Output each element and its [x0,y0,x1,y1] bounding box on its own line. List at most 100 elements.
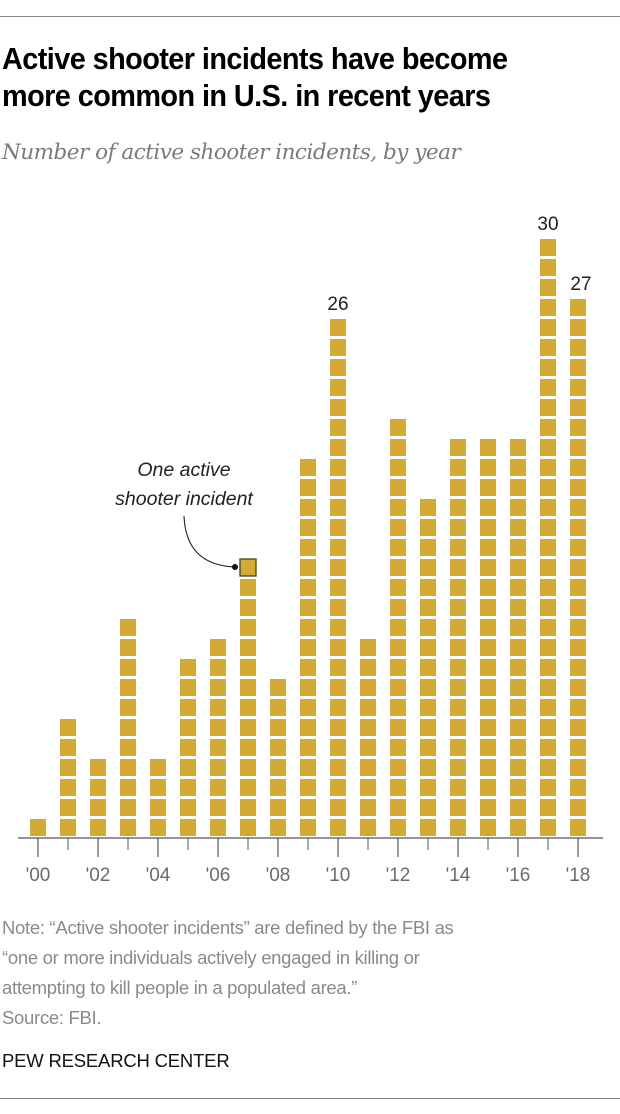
bar-2001 [60,719,76,836]
note-line: Note: “Active shooter incidents” are def… [2,917,454,938]
unit-square [480,819,496,836]
unit-square [570,519,586,536]
unit-square [390,739,406,756]
bar-2010 [330,319,346,836]
unit-square [270,679,286,696]
unit-square [420,659,436,676]
unit-square [510,579,526,596]
unit-square [30,819,46,836]
unit-square [450,559,466,576]
unit-square [480,599,496,616]
unit-square [540,819,556,836]
unit-square [570,479,586,496]
unit-square [330,699,346,716]
unit-square [90,819,106,836]
unit-square [570,459,586,476]
unit-square [360,819,376,836]
unit-square [390,459,406,476]
unit-square [480,439,496,456]
unit-square [90,779,106,796]
unit-square [420,559,436,576]
bar-2007 [239,558,257,836]
unit-square [240,659,256,676]
unit-square [450,579,466,596]
unit-square [210,739,226,756]
unit-square [510,819,526,836]
unit-square [120,759,136,776]
unit-square [570,439,586,456]
unit-square [480,499,496,516]
data-label-2017: 30 [537,214,558,235]
unit-square [450,459,466,476]
bar-chart: '00 '02 '04 '06 '08 '10 '12 '14 '16 '18 26 30 27 On… [18,214,603,886]
unit-square [570,819,586,836]
unit-square [240,739,256,756]
unit-square [450,779,466,796]
unit-square [270,719,286,736]
unit-square [360,699,376,716]
unit-square [510,539,526,556]
unit-square [480,519,496,536]
brand-logo-text: PEW RESEARCH CENTER [2,1050,230,1071]
unit-square [300,459,316,476]
bar-2008 [270,679,286,836]
unit-square [120,639,136,656]
unit-square [570,679,586,696]
annotation-text: One active [137,459,230,481]
unit-square [240,759,256,776]
unit-square [510,479,526,496]
chart-note: Note: “Active shooter incidents” are def… [2,913,602,1033]
unit-square [240,639,256,656]
note-line: “one or more individuals actively engage… [2,947,420,968]
unit-square [540,659,556,676]
unit-square [540,679,556,696]
unit-square [330,419,346,436]
unit-square [570,339,586,356]
chart-title-line: more common in U.S. in recent years [2,78,491,113]
unit-square [210,679,226,696]
unit-square [390,499,406,516]
unit-square [390,619,406,636]
unit-square [480,719,496,736]
unit-square [570,399,586,416]
unit-square [330,639,346,656]
unit-square [300,699,316,716]
unit-square [330,459,346,476]
x-axis: '00 '02 '04 '06 '08 '10 '12 '14 '16 '18 [18,837,603,886]
unit-square [540,439,556,456]
unit-square [360,679,376,696]
unit-square [450,439,466,456]
unit-square [300,519,316,536]
bar-2017 [540,239,556,836]
unit-square [360,719,376,736]
bar-2009 [300,459,316,836]
unit-square [540,459,556,476]
unit-square [300,599,316,616]
unit-square [150,779,166,796]
unit-square [360,799,376,816]
bar-2005 [180,659,196,836]
bar-2016 [510,439,526,836]
bar-2015 [480,439,496,836]
unit-square [240,599,256,616]
unit-square [450,679,466,696]
bar-2018 [570,299,586,836]
unit-square [570,659,586,676]
unit-square [330,779,346,796]
unit-square [510,699,526,716]
unit-square [390,639,406,656]
unit-square [390,679,406,696]
unit-square [540,739,556,756]
unit-square [540,499,556,516]
unit-square [510,599,526,616]
unit-square [120,699,136,716]
unit-square [480,659,496,676]
unit-square [510,659,526,676]
x-tick-label: '12 [386,865,411,886]
unit-square [150,799,166,816]
unit-square [300,719,316,736]
unit-square [420,759,436,776]
unit-square [420,499,436,516]
unit-square [510,459,526,476]
unit-square [330,399,346,416]
